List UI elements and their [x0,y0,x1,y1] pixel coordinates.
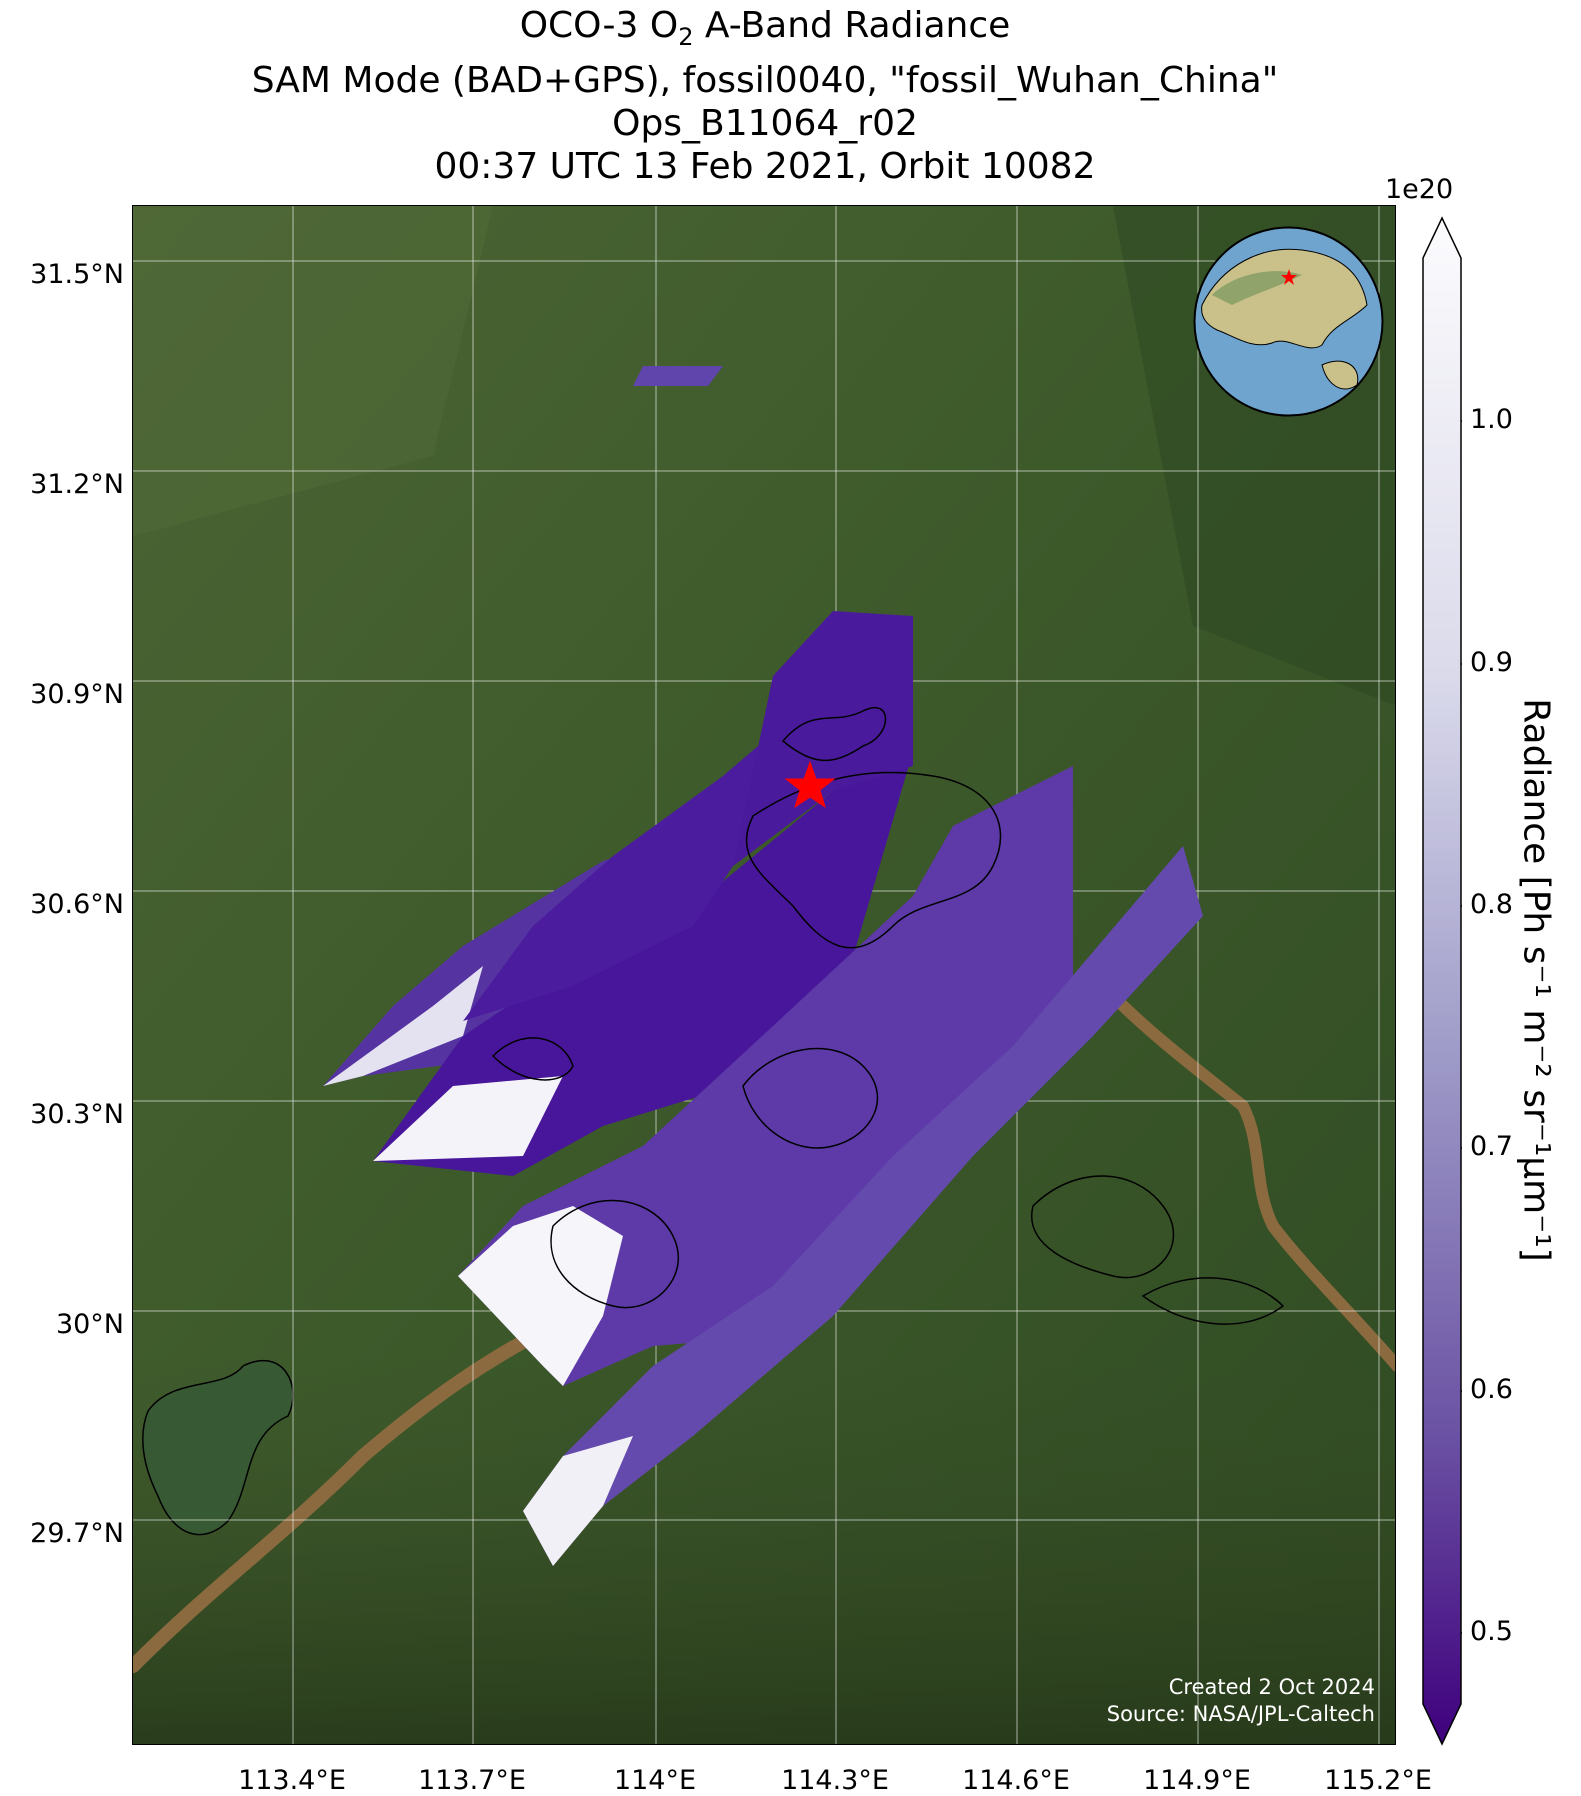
lon-tick-113-4: 113.4°E [238,1765,346,1796]
colorbar-tick-0-7: 0.7 [1470,1131,1513,1162]
urban-contours [491,707,1285,1325]
yangtze-river-east [1107,990,1395,1372]
title-line-2: SAM Mode (BAD+GPS), fossil0040, "fossil_… [251,60,1279,102]
colorbar [1422,216,1462,1746]
lat-tick-30-3: 30.3°N [30,1099,124,1130]
lat-tick-30-9: 30.9°N [30,679,124,710]
hill-shading [133,1356,1395,1744]
title-line-4: 00:37 UTC 13 Feb 2021, Orbit 10082 [434,146,1096,188]
colorbar-tick-1-0: 1.0 [1470,404,1513,435]
lat-tick-30-6: 30.6°N [30,889,124,920]
lat-tick-29-7: 29.7°N [30,1518,124,1549]
lat-tick-31-5: 31.5°N [30,259,124,290]
lon-tick-113-7: 113.7°E [418,1765,526,1796]
swath-4 [733,611,913,866]
credits-created: Created 2 Oct 2024 [1168,1675,1375,1699]
radiance-swaths [323,366,1203,1566]
swath-2-bright [373,1076,563,1161]
lake-outline-west [142,1359,294,1536]
swath-small-north [633,366,723,386]
lat-tick-30: 30°N [55,1309,124,1340]
colorbar-tick-0-6: 0.6 [1470,1374,1513,1405]
credits-source: Source: NASA/JPL-Caltech [1106,1702,1375,1726]
colorbar-label: Radiance [Ph s⁻¹ m⁻² sr⁻¹μm⁻¹] [1515,698,1557,1262]
credits: Created 2 Oct 2024 Source: NASA/JPL-Calt… [1107,1674,1375,1728]
target-star-marker [784,760,836,809]
lon-tick-114-9: 114.9°E [1143,1765,1251,1796]
map-canvas [133,206,1395,1744]
swath-1-bright [323,966,483,1086]
colorbar-tick-0-5: 0.5 [1470,1616,1513,1647]
plains-patch [133,206,493,536]
satellite-map-panel[interactable]: Created 2 Oct 2024 Source: NASA/JPL-Calt… [132,205,1396,1745]
inset-target-star [1281,269,1297,285]
lat-tick-31-2: 31.2°N [30,469,124,500]
swath-6 [523,846,1203,1566]
lon-tick-114: 114°E [613,1765,697,1796]
swath-5-bright [458,1206,623,1386]
lon-tick-115-2: 115.2°E [1324,1765,1432,1796]
globe-locator-inset [1193,226,1384,417]
colorbar-tick-0-8: 0.8 [1470,889,1513,920]
colorbar-tick-0-9: 0.9 [1470,647,1513,678]
lon-tick-114-3: 114.3°E [781,1765,889,1796]
figure-title: OCO-3 O2 A-Band Radiance SAM Mode (BAD+G… [0,4,1530,188]
lon-tick-114-6: 114.6°E [962,1765,1070,1796]
title-line-3: Ops_B11064_r02 [612,103,918,145]
swath-6-bright [523,1436,633,1566]
swath-2 [373,751,913,1176]
title-line-1: OCO-3 O2 A-Band Radiance [519,5,1011,52]
colorbar-exponent: 1e20 [1385,174,1454,205]
